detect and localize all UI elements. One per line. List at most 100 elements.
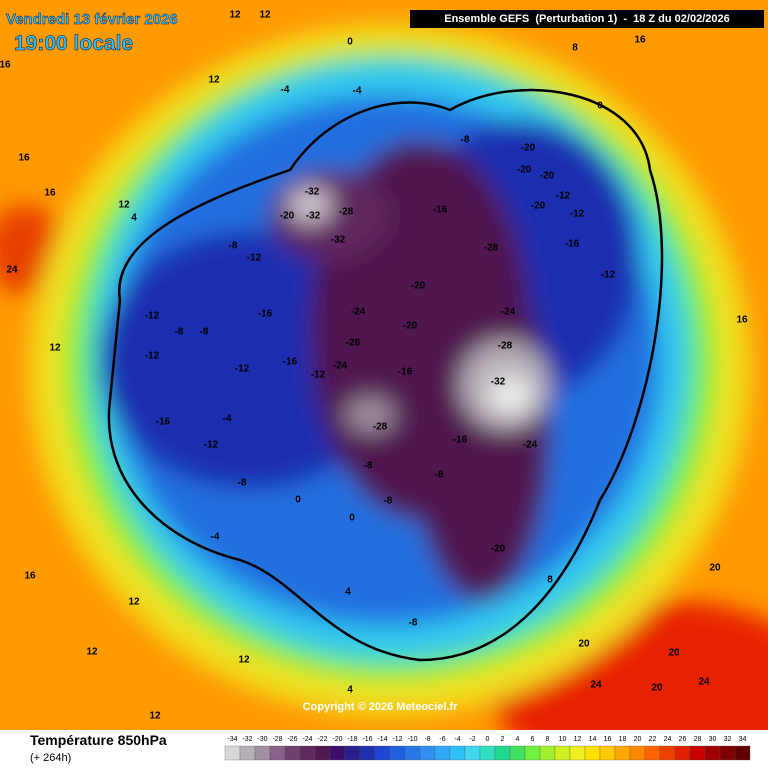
contour-label: -4 bbox=[211, 532, 220, 543]
contour-label: -12 bbox=[235, 364, 250, 375]
scale-label: 24 bbox=[664, 736, 672, 743]
contour-label: -8 bbox=[175, 327, 184, 338]
scale-swatch bbox=[359, 745, 376, 761]
contour-label: -24 bbox=[523, 440, 538, 451]
scale-label: -24 bbox=[302, 736, 312, 743]
contour-label: -20 bbox=[517, 165, 532, 176]
scale-swatch bbox=[224, 745, 241, 761]
contour-label: -8 bbox=[229, 241, 238, 252]
contour-label: -16 bbox=[453, 435, 468, 446]
scale-swatch bbox=[629, 745, 646, 761]
contour-label: 16 bbox=[44, 188, 56, 199]
scale-swatch bbox=[689, 745, 706, 761]
contour-label: -20 bbox=[280, 211, 295, 222]
scale-swatch bbox=[494, 745, 511, 761]
contour-label: -24 bbox=[501, 307, 516, 318]
contour-label: -20 bbox=[521, 143, 536, 154]
scale-swatch bbox=[434, 745, 451, 761]
scale-swatch bbox=[719, 745, 736, 761]
contour-label: -8 bbox=[409, 618, 418, 629]
scale-label: -8 bbox=[424, 736, 430, 743]
scale-label: -26 bbox=[287, 736, 297, 743]
contour-label: -20 bbox=[403, 321, 418, 332]
scale-label: -18 bbox=[347, 736, 357, 743]
contour-label: 12 bbox=[259, 10, 271, 21]
scale-label: -2 bbox=[469, 736, 475, 743]
contour-label: 8 bbox=[547, 575, 553, 586]
contour-label: 12 bbox=[128, 597, 140, 608]
contour-label: 0 bbox=[295, 495, 301, 506]
scale-label: -30 bbox=[257, 736, 267, 743]
scale-swatch bbox=[314, 745, 331, 761]
contour-label: 4 bbox=[131, 213, 137, 224]
contour-label: -8 bbox=[435, 470, 444, 481]
scale-label: -28 bbox=[272, 736, 282, 743]
contour-label: 12 bbox=[149, 711, 161, 722]
scale-swatch bbox=[569, 745, 586, 761]
scale-label: 6 bbox=[531, 736, 535, 743]
contour-label: 4 bbox=[347, 685, 353, 696]
legend-title: Température 850hPa bbox=[30, 732, 167, 748]
contour-label: -4 bbox=[223, 414, 232, 425]
scale-label: 26 bbox=[679, 736, 687, 743]
scale-swatch bbox=[344, 745, 361, 761]
scale-label: 18 bbox=[619, 736, 627, 743]
scale-label: -22 bbox=[317, 736, 327, 743]
contour-label: -8 bbox=[364, 461, 373, 472]
scale-label: -4 bbox=[454, 736, 460, 743]
contour-label: -8 bbox=[461, 135, 470, 146]
scale-swatch bbox=[254, 745, 271, 761]
scale-label: 22 bbox=[649, 736, 657, 743]
contour-label: -20 bbox=[491, 544, 506, 555]
contour-label: 24 bbox=[6, 265, 18, 276]
scale-label: 30 bbox=[709, 736, 717, 743]
scale-swatch bbox=[464, 745, 481, 761]
contour-label: -8 bbox=[238, 478, 247, 489]
date: Vendredi 13 février 2026 bbox=[6, 11, 178, 28]
contour-label: -12 bbox=[145, 311, 160, 322]
contour-label: -12 bbox=[145, 351, 160, 362]
scale-label: 34 bbox=[739, 736, 747, 743]
contour-label: 16 bbox=[0, 60, 11, 71]
scale-label: 2 bbox=[501, 736, 505, 743]
contour-label: 12 bbox=[208, 75, 220, 86]
contour-label: -12 bbox=[247, 253, 262, 264]
scale-swatch bbox=[449, 745, 466, 761]
contour-label: 20 bbox=[578, 639, 590, 650]
contour-label: -32 bbox=[491, 377, 506, 388]
contour-label: -16 bbox=[258, 309, 273, 320]
contour-label: -28 bbox=[339, 207, 354, 218]
scale-swatch bbox=[659, 745, 676, 761]
scale-swatch bbox=[734, 745, 751, 761]
scale-swatch bbox=[524, 745, 541, 761]
scale-label: -6 bbox=[439, 736, 445, 743]
contour-label: 0 bbox=[597, 101, 603, 112]
scale-label: -34 bbox=[227, 736, 237, 743]
scale-label: 20 bbox=[634, 736, 642, 743]
scale-label: -12 bbox=[392, 736, 402, 743]
scale-swatch bbox=[554, 745, 571, 761]
contour-label: 20 bbox=[651, 683, 663, 694]
contour-label: 12 bbox=[229, 10, 241, 21]
scale-label: -16 bbox=[362, 736, 372, 743]
contour-labels: 12 1212121212121212161616161616-20-20-20-… bbox=[0, 10, 748, 722]
scale-swatch bbox=[644, 745, 661, 761]
scale-label: 10 bbox=[559, 736, 567, 743]
contour-label: 20 bbox=[668, 648, 680, 659]
contour-label: -24 bbox=[351, 307, 366, 318]
contour-label: -20 bbox=[540, 171, 555, 182]
contour-label: -24 bbox=[333, 361, 348, 372]
contour-label: 0 bbox=[349, 513, 355, 524]
scale-label: 14 bbox=[589, 736, 597, 743]
contour-label: -12 bbox=[311, 370, 326, 381]
model-box bbox=[410, 10, 764, 28]
contour-label: -28 bbox=[373, 422, 388, 433]
contour-label: -12 bbox=[601, 270, 616, 281]
contour-label: 16 bbox=[24, 571, 36, 582]
contour-label: -32 bbox=[331, 235, 346, 246]
contour-label: 0 bbox=[347, 37, 353, 48]
contour-label: 12 bbox=[86, 647, 98, 658]
scale-swatch bbox=[404, 745, 421, 761]
